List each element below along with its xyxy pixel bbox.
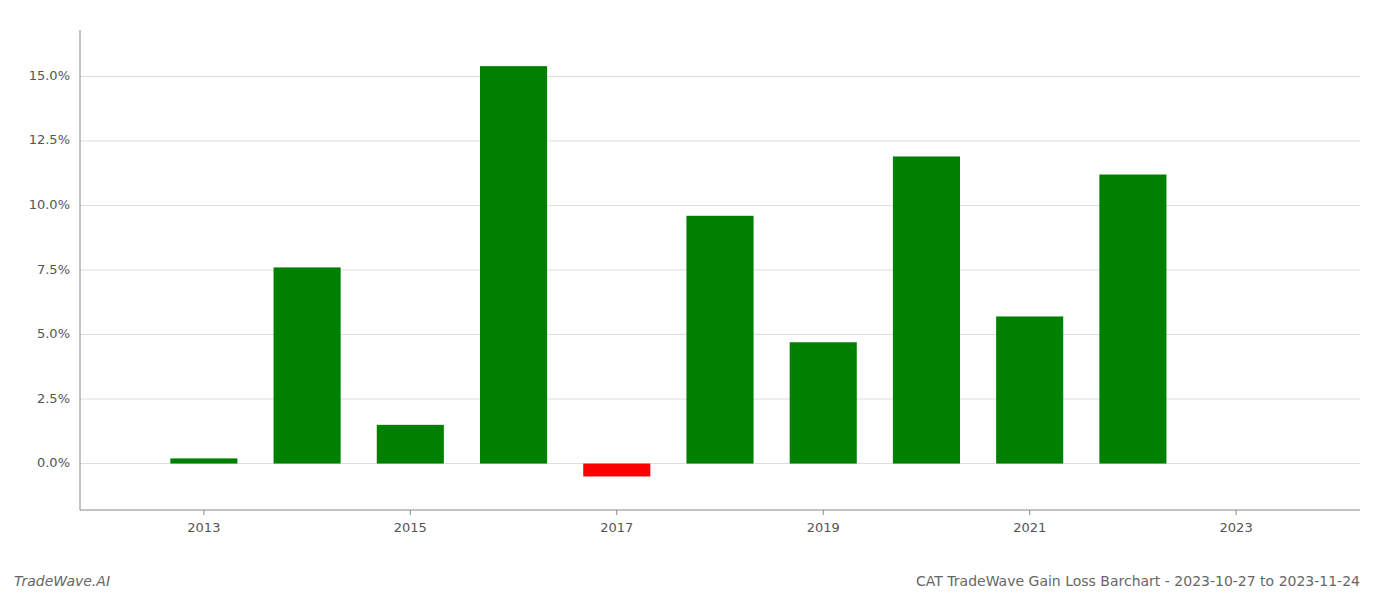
y-tick-label: 12.5% [29,132,70,147]
bars [170,66,1166,476]
y-tick-label: 7.5% [37,262,70,277]
bar [274,267,341,463]
bar [170,458,237,463]
bar [377,425,444,464]
x-tick [1236,510,1237,515]
x-tick-label: 2015 [394,520,427,535]
x-tick [823,510,824,515]
bar [1099,175,1166,464]
x-tick [203,510,204,515]
chart-container: 0.0%2.5%5.0%7.5%10.0%12.5%15.0%201320152… [0,0,1400,600]
chart-svg: 0.0%2.5%5.0%7.5%10.0%12.5%15.0%201320152… [0,0,1400,600]
x-tick [1029,510,1030,515]
x-tick-label: 2019 [807,520,840,535]
title: CAT TradeWave Gain Loss Barchart - 2023-… [916,573,1360,589]
grid-line [80,76,1360,77]
x-tick [410,510,411,515]
x-tick [616,510,617,515]
bar [893,156,960,463]
y-tick-label: 2.5% [37,391,70,406]
bar [686,216,753,464]
x-tick-label: 2023 [1220,520,1253,535]
x-ticks: 2013 2015 2017 2019 2021 2023 [187,510,1252,535]
bar [583,464,650,477]
grid-line [80,205,1360,206]
y-tick-label: 10.0% [29,197,70,212]
bar [790,342,857,463]
y-grid [80,76,1360,463]
watermark: TradeWave.AI [14,573,110,589]
grid-line [80,140,1360,141]
y-tick-label: 0.0% [37,455,70,470]
x-tick-label: 2017 [600,520,633,535]
x-tick-label: 2021 [1013,520,1046,535]
y-tick-label: 5.0% [37,326,70,341]
bar [480,66,547,463]
y-tick-label: 15.0% [29,68,70,83]
y-axis-line [80,30,81,510]
y-tick-labels: 0.0% 2.5% 5.0% 7.5% 10.0% 12.5% 15.0% [29,68,70,470]
bar [996,316,1063,463]
x-tick-label: 2013 [187,520,220,535]
axes [80,30,1360,510]
x-axis-line [80,510,1360,511]
